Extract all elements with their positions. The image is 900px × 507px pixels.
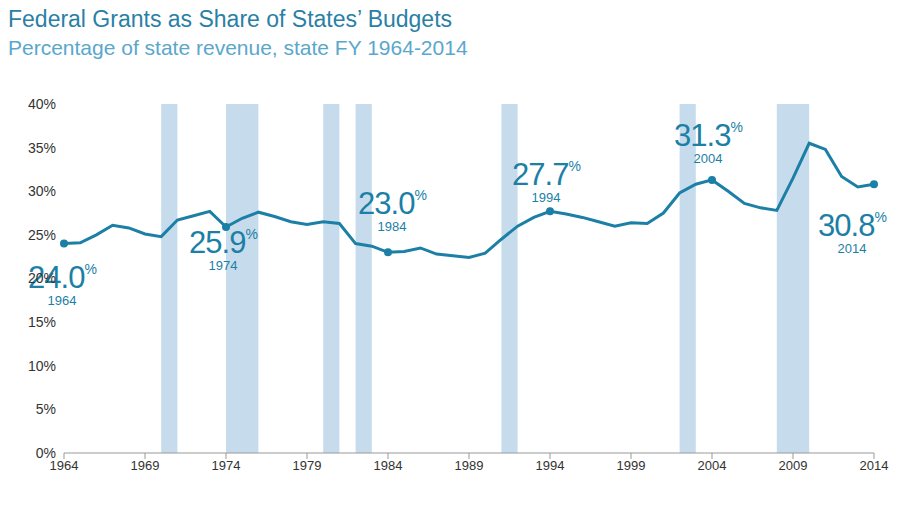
svg-text:1994: 1994: [536, 458, 565, 473]
svg-text:0%: 0%: [36, 445, 56, 461]
html-text:Percentage of state revenue, s: Percentage of state revenue, state FY 19…: [8, 36, 468, 59]
svg-text:2014: 2014: [860, 458, 889, 473]
svg-text:2014: 2014: [838, 241, 867, 256]
svg-text:24.0%: 24.0%: [28, 260, 96, 295]
svg-text:25%: 25%: [28, 227, 56, 243]
svg-text:35%: 35%: [28, 140, 56, 156]
svg-text:1999: 1999: [617, 458, 646, 473]
svg-text:2009: 2009: [779, 458, 808, 473]
svg-text:23.0%: 23.0%: [358, 186, 426, 221]
svg-text:1964: 1964: [48, 293, 77, 308]
svg-text:1989: 1989: [455, 458, 484, 473]
svg-text:30%: 30%: [28, 183, 56, 199]
svg-text:30.8%: 30.8%: [818, 208, 886, 243]
svg-text:2004: 2004: [694, 151, 723, 166]
svg-text:2004: 2004: [698, 458, 727, 473]
svg-text:1994: 1994: [532, 190, 561, 205]
svg-text:15%: 15%: [28, 314, 56, 330]
svg-text:27.7%: 27.7%: [512, 157, 580, 192]
svg-text:1984: 1984: [374, 458, 403, 473]
svg-text:20%: 20%: [28, 270, 56, 286]
svg-text:1984: 1984: [378, 219, 407, 234]
svg-text:10%: 10%: [28, 358, 56, 374]
svg-text:1974: 1974: [209, 258, 238, 273]
svg-text:25.9%: 25.9%: [189, 225, 257, 260]
svg-text:1979: 1979: [293, 458, 322, 473]
svg-text:31.3%: 31.3%: [674, 118, 742, 153]
svg-text:1964: 1964: [49, 458, 79, 474]
svg-text:1974: 1974: [212, 458, 241, 473]
svg-text:40%: 40%: [28, 96, 56, 112]
svg-text:1969: 1969: [131, 458, 160, 473]
svg-text:5%: 5%: [36, 401, 56, 417]
html-text:Federal Grants as Share of Sta: Federal Grants as Share of States’ Budge…: [8, 6, 453, 32]
